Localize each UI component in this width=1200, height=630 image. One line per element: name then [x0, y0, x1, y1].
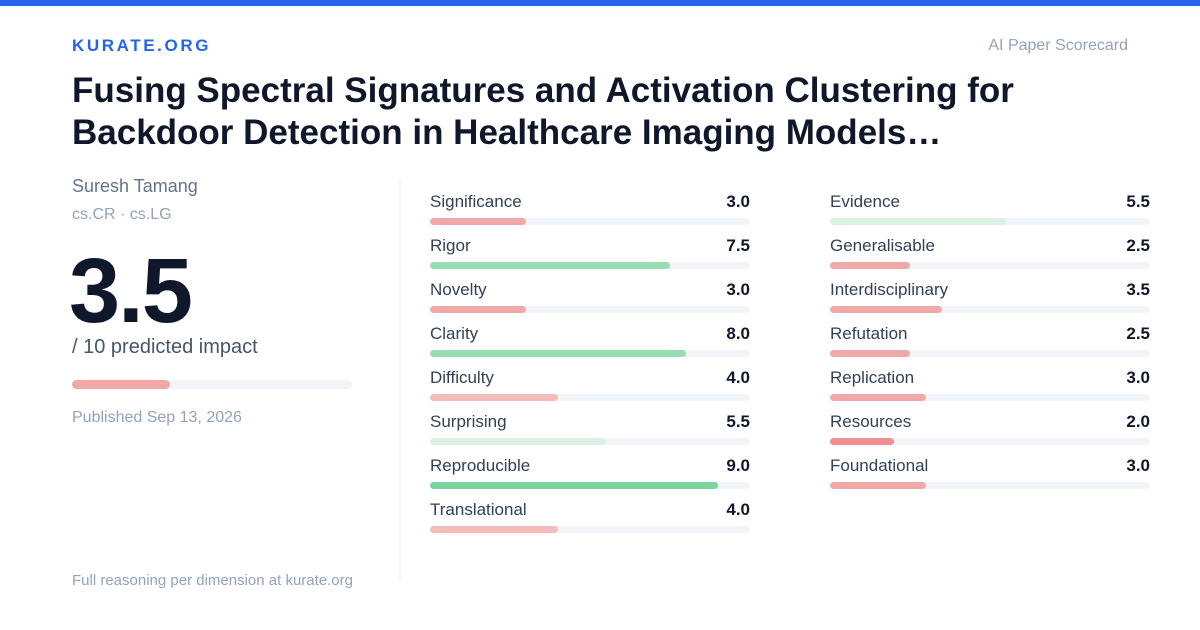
dimension-score: 3.0 [726, 192, 750, 211]
dimension-bar-fill [830, 394, 926, 401]
dimension-bar-fill [430, 262, 670, 269]
dimension-bar [430, 218, 750, 225]
dimension-bar-fill [830, 350, 910, 357]
dimension-bar [830, 350, 1150, 357]
dimension-bar [430, 526, 750, 533]
dimension-bar [830, 394, 1150, 401]
dimension-bar-fill [830, 438, 894, 445]
dimension-row: Surprising 5.5 [430, 412, 750, 456]
impact-bar-fill [72, 380, 170, 389]
dimension-bar-fill [830, 218, 1006, 225]
dimension-bar-fill [830, 262, 910, 269]
dimension-score: 3.0 [726, 280, 750, 299]
impact-score-suffix: / 10 predicted impact [72, 336, 258, 358]
impact-bar [72, 380, 352, 389]
dimension-row: Rigor 7.5 [430, 236, 750, 280]
dimension-label: Generalisable [830, 236, 935, 255]
dimension-score: 2.5 [1126, 324, 1150, 343]
dimension-bar-fill [430, 350, 686, 357]
paper-title: Fusing Spectral Signatures and Activatio… [72, 71, 1014, 152]
dimension-row: Novelty 3.0 [430, 280, 750, 324]
dimension-bar [430, 394, 750, 401]
dimension-bar-fill [430, 394, 558, 401]
dimension-label: Evidence [830, 192, 900, 211]
dimension-bar [830, 306, 1150, 313]
dimension-score: 7.5 [726, 236, 750, 255]
dimension-bar [430, 306, 750, 313]
dimension-bar [830, 482, 1150, 489]
dimension-row: Clarity 8.0 [430, 324, 750, 368]
dimension-bar [830, 218, 1150, 225]
dimension-score: 3.0 [1126, 456, 1150, 475]
dimension-score: 2.5 [1126, 236, 1150, 255]
dimension-bar [430, 350, 750, 357]
dimension-row: Generalisable 2.5 [830, 236, 1150, 280]
dimension-score: 8.0 [726, 324, 750, 343]
dimension-label: Surprising [430, 412, 507, 431]
dimensions-column-left: Significance 3.0 Rigor 7.5 Novelty 3.0 Clarity… [430, 192, 750, 544]
dimension-row: Evidence 5.5 [830, 192, 1150, 236]
dimension-label: Reproducible [430, 456, 531, 475]
dimension-label: Novelty [430, 280, 487, 299]
author-name: Suresh Tamang [72, 176, 198, 196]
dimension-bar-fill [430, 482, 718, 489]
published-date: Published Sep 13, 2026 [72, 409, 242, 426]
dimension-bar [430, 438, 750, 445]
footer-note[interactable]: Full reasoning per dimension at kurate.o… [72, 572, 353, 589]
dimension-label: Replication [830, 368, 915, 387]
dimension-row: Significance 3.0 [430, 192, 750, 236]
dimension-row: Interdisciplinary 3.5 [830, 280, 1150, 324]
dimension-score: 2.0 [1126, 412, 1150, 431]
dimension-score: 3.5 [1126, 280, 1150, 299]
column-divider [399, 180, 401, 580]
dimension-bar-fill [830, 482, 926, 489]
dimension-bar-fill [430, 306, 526, 313]
dimension-row: Foundational 3.0 [830, 456, 1150, 500]
dimension-score: 5.5 [726, 412, 750, 431]
dimension-label: Refutation [830, 324, 908, 343]
impact-score: 3.5 [69, 240, 193, 342]
dimension-score: 9.0 [726, 456, 750, 475]
dimension-label: Resources [830, 412, 912, 431]
dimension-label: Translational [430, 500, 527, 519]
dimension-bar-fill [430, 438, 606, 445]
dimension-score: 3.0 [1126, 368, 1150, 387]
dimension-label: Foundational [830, 456, 929, 475]
dimension-bar [430, 262, 750, 269]
dimension-row: Resources 2.0 [830, 412, 1150, 456]
categories: cs.CR · cs.LG [72, 206, 172, 223]
top-accent-bar [0, 0, 1200, 6]
dimension-row: Reproducible 9.0 [430, 456, 750, 500]
dimension-score: 4.0 [726, 368, 750, 387]
dimension-label: Rigor [430, 236, 471, 255]
dimension-label: Significance [430, 192, 522, 211]
dimension-label: Difficulty [430, 368, 494, 387]
dimension-label: Clarity [430, 324, 479, 343]
dimension-score: 5.5 [1126, 192, 1150, 211]
dimension-row: Difficulty 4.0 [430, 368, 750, 412]
dimensions-column-right: Evidence 5.5 Generalisable 2.5 Interdiscipli… [830, 192, 1150, 500]
dimension-row: Refutation 2.5 [830, 324, 1150, 368]
dimension-bar [830, 262, 1150, 269]
dimension-bar-fill [830, 306, 942, 313]
dimension-bar [430, 482, 750, 489]
dimension-label: Interdisciplinary [830, 280, 949, 299]
tagline: AI Paper Scorecard [988, 37, 1128, 54]
dimension-bar-fill [430, 526, 558, 533]
dimension-bar-fill [430, 218, 526, 225]
dimension-row: Replication 3.0 [830, 368, 1150, 412]
brand-logo[interactable]: KURATE.ORG [72, 36, 212, 55]
dimension-score: 4.0 [726, 500, 750, 519]
dimension-bar [830, 438, 1150, 445]
dimension-row: Translational 4.0 [430, 500, 750, 544]
